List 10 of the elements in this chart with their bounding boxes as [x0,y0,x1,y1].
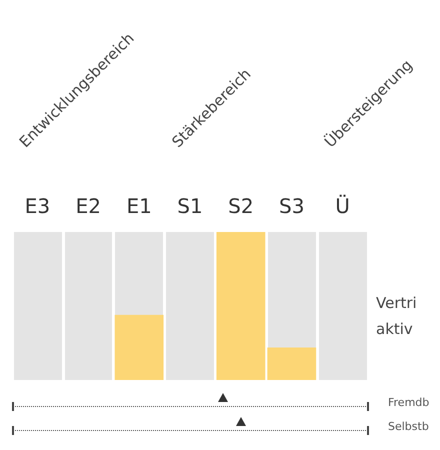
x-tick-label: E1 [126,194,152,218]
text: Selbstb [388,420,429,433]
x-tick-label: S3 [279,194,304,218]
x-tick-label: S1 [177,194,203,218]
text: Fremdb [388,396,430,409]
x-tick-label: E3 [24,194,50,218]
x-tick-label: S2 [228,194,254,218]
x-tick-label: E2 [76,194,101,218]
x-tick-label: Ü [335,194,350,218]
text: Vertri aktiv [376,294,422,338]
